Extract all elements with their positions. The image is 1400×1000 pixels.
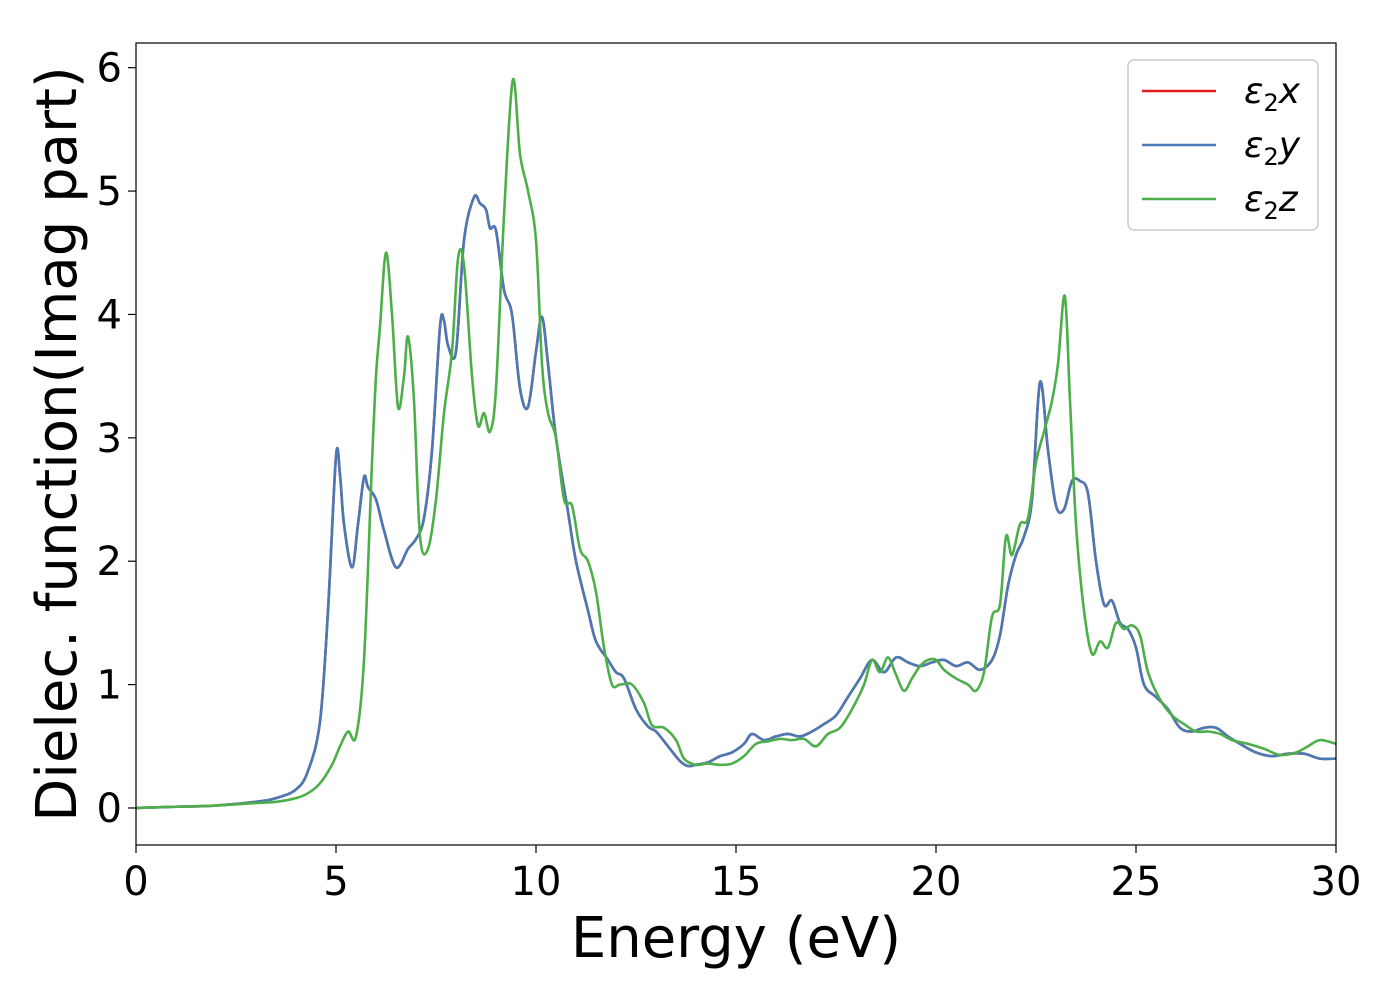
legend-label-base: ε — [1244, 179, 1263, 220]
y-axis-title: Dielec. function(Imag part) — [25, 66, 90, 822]
series-layer — [136, 77, 1336, 810]
legend-label-base: ε — [1244, 71, 1263, 112]
x-tick-label: 20 — [911, 859, 962, 905]
legend-box — [1127, 59, 1319, 231]
y-tick-label: 0 — [97, 786, 122, 832]
y-tick-label: 3 — [97, 416, 122, 462]
x-tick-label: 30 — [1311, 859, 1362, 905]
legend-label-axis: z — [1278, 179, 1299, 220]
x-tick-label: 15 — [711, 859, 762, 905]
x-tick-label: 10 — [511, 859, 562, 905]
x-axis-ticks: 0 5 10 15 20 25 30 — [123, 845, 1361, 905]
y-tick-label: 2 — [97, 539, 122, 585]
legend-label-base: ε — [1244, 125, 1263, 166]
x-axis-title: Energy (eV) — [571, 906, 901, 971]
y-tick-label: 6 — [97, 46, 122, 92]
legend-label-axis: y — [1278, 125, 1301, 166]
legend-label-y: ε2y — [1244, 125, 1301, 171]
y-axis-ticks: 0 1 2 3 4 5 6 — [97, 46, 136, 832]
x-tick-label: 0 — [123, 859, 148, 905]
y-tick-label: 4 — [97, 292, 122, 338]
y-tick-label: 1 — [97, 663, 122, 709]
series-line-z — [136, 77, 1336, 810]
legend-label-subscript: 2 — [1263, 197, 1278, 225]
legend-label-x: ε2x — [1244, 71, 1301, 117]
series-line-x — [136, 194, 1336, 810]
x-tick-label: 5 — [323, 859, 348, 905]
legend-label-z: ε2z — [1244, 179, 1299, 225]
x-tick-label: 25 — [1111, 859, 1162, 905]
series-line-y — [136, 194, 1336, 810]
y-tick-label: 5 — [97, 169, 122, 215]
legend-label-subscript: 2 — [1263, 143, 1278, 171]
legend-label-subscript: 2 — [1263, 89, 1278, 117]
legend-label-axis: x — [1278, 71, 1301, 112]
